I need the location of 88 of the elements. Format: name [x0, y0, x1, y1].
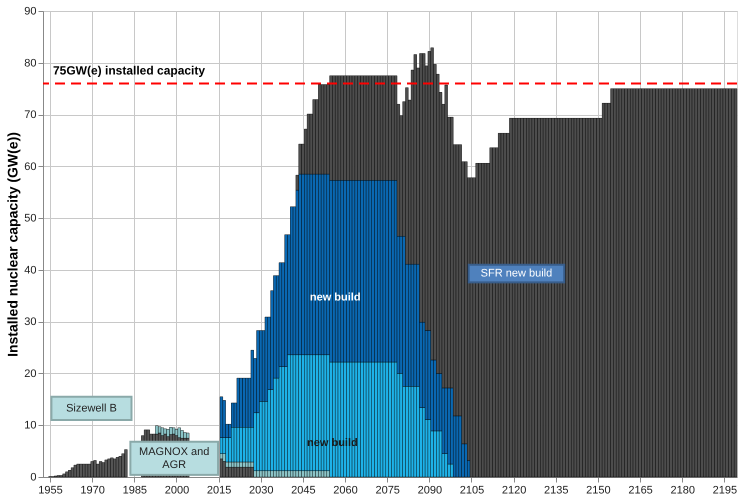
bar — [116, 457, 120, 478]
bar — [604, 102, 608, 478]
annotation: SFR new build — [480, 268, 552, 280]
x-tick-label: 2105 — [460, 484, 484, 496]
y-tick-label: 20 — [24, 368, 36, 380]
bar — [582, 118, 586, 478]
x-tick-label: 2030 — [249, 484, 274, 496]
bar — [228, 466, 232, 478]
bar — [574, 118, 578, 478]
y-tick-label: 10 — [24, 420, 36, 432]
x-tick-label: 2015 — [206, 484, 232, 496]
bar — [728, 88, 732, 478]
y-axis-title: Installed nuclear capacity (GW(e)) — [4, 132, 20, 357]
bar — [734, 88, 738, 478]
x-tick-label: 2045 — [291, 484, 316, 496]
bar — [722, 88, 726, 478]
bar — [82, 464, 86, 478]
x-tick-label: 2135 — [544, 484, 569, 496]
bar — [658, 88, 662, 478]
bar — [717, 88, 720, 478]
x-tick-label: 2060 — [333, 484, 358, 496]
bar — [618, 88, 622, 478]
bar — [596, 118, 600, 478]
x-tick-label: 2075 — [375, 484, 400, 496]
bar — [62, 474, 66, 478]
bar — [96, 464, 100, 478]
bar — [568, 118, 572, 478]
bar — [632, 88, 636, 478]
annotation: Sizewell B — [66, 402, 117, 414]
x-tick-label: 2120 — [502, 484, 526, 496]
y-tick-label: 90 — [24, 6, 36, 18]
bar — [692, 88, 696, 478]
bar — [576, 118, 580, 478]
x-tick-label: 2195 — [712, 484, 738, 496]
bar — [610, 88, 614, 478]
bar — [79, 464, 83, 478]
y-tick-label: 80 — [24, 57, 36, 70]
bar — [708, 88, 712, 478]
x-tick-label: 2090 — [418, 484, 442, 496]
bar — [678, 88, 682, 478]
bar — [644, 88, 648, 478]
bar — [686, 88, 690, 478]
x-tick-label: 2180 — [670, 484, 695, 496]
bar — [236, 466, 240, 478]
y-tick-label: 60 — [24, 160, 36, 173]
bar — [664, 88, 667, 478]
bar — [65, 472, 68, 478]
bar — [714, 88, 718, 478]
bar — [672, 88, 676, 478]
bar — [245, 466, 248, 478]
bar — [124, 449, 128, 478]
bar — [242, 466, 246, 478]
bar — [590, 118, 594, 478]
bar — [234, 466, 238, 478]
y-tick-label: 30 — [24, 316, 36, 328]
bar — [102, 462, 106, 478]
bar — [627, 88, 630, 478]
bar — [585, 118, 588, 478]
bar — [74, 464, 77, 478]
ref-line-label: 75GW(e) installed capacity — [53, 63, 206, 78]
bar — [694, 88, 698, 478]
bar — [110, 458, 114, 478]
bar — [622, 88, 625, 478]
bar — [703, 88, 706, 478]
bar — [669, 88, 673, 478]
bar — [88, 464, 91, 478]
x-tick-label: 1985 — [122, 484, 148, 496]
y-tick-label: 50 — [24, 212, 36, 225]
bar — [118, 456, 122, 478]
bar — [636, 88, 639, 478]
x-tick-label: 2150 — [586, 484, 611, 496]
bar — [68, 470, 72, 478]
bar — [641, 88, 644, 478]
y-tick-label: 40 — [24, 264, 36, 276]
x-tick-label: 2165 — [628, 484, 653, 496]
y-tick-label: 0 — [30, 472, 36, 484]
x-tick-label: 1970 — [80, 484, 105, 496]
x-tick-label: 2000 — [164, 484, 190, 496]
bar — [655, 88, 659, 478]
y-tick-label: 70 — [24, 109, 36, 122]
bar — [680, 88, 684, 478]
bar — [613, 88, 616, 478]
bar — [700, 88, 704, 478]
bar — [650, 88, 653, 478]
bar — [731, 88, 734, 478]
x-tick-label: 1955 — [38, 484, 63, 496]
bar — [93, 460, 97, 478]
bar — [104, 460, 108, 478]
